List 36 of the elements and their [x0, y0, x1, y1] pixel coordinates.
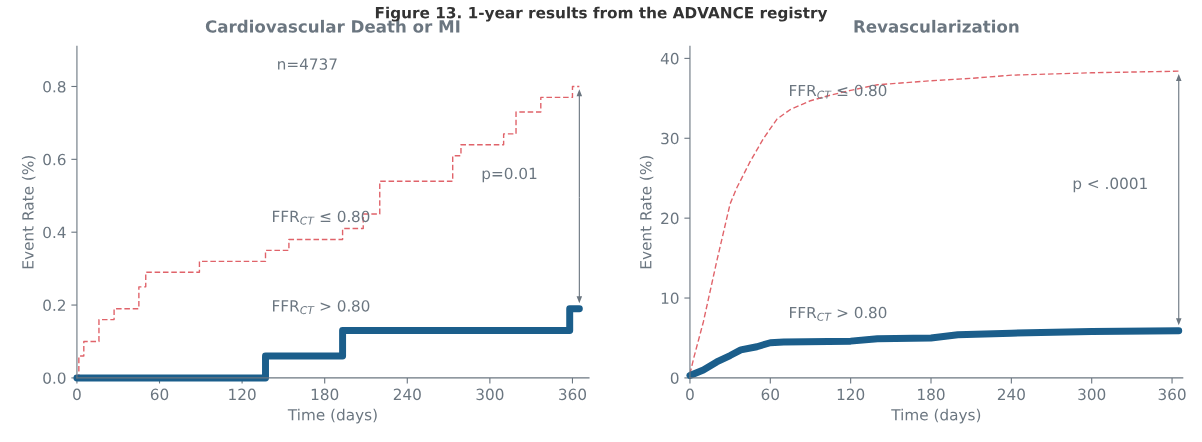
x-tick-label: 120 [229, 388, 256, 401]
y-tick-label: 0.8 [43, 80, 66, 93]
x-axis-title: Time (days) [287, 408, 377, 424]
y-tick-label: 0 [670, 372, 679, 384]
chart-title: Revascularization [854, 19, 1019, 33]
y-axis-title: Event Rate (%) [21, 156, 36, 269]
x-tick-label: 240 [997, 388, 1025, 401]
x-tick-label: 240 [393, 388, 421, 401]
annotation: p < .0001 [1073, 177, 1147, 193]
y-axis-title: Event Rate (%) [639, 156, 654, 269]
annotation: p=0.01 [482, 167, 537, 183]
series-label: FFR$_{CT}$ > 0.80 [790, 306, 887, 321]
y-tick-label: 10 [661, 292, 679, 305]
x-axis-title: Time (days) [891, 408, 981, 424]
series-label: FFR$_{CT}$ ≤ 0.80 [790, 84, 887, 99]
y-tick-label: 40 [660, 52, 679, 65]
y-tick-label: 0.6 [43, 153, 66, 166]
x-tick-label: 0 [686, 388, 694, 401]
y-tick-label: 20 [661, 212, 679, 225]
x-tick-label: 120 [837, 388, 865, 401]
x-tick-label: 60 [761, 388, 779, 401]
x-tick-label: 300 [1078, 388, 1106, 401]
x-tick-label: 180 [918, 388, 945, 401]
x-tick-label: 360 [1158, 388, 1186, 401]
series-label: FFR$_{CT}$ ≤ 0.80 [273, 210, 370, 225]
y-tick-label: 0.2 [43, 299, 65, 312]
x-tick-label: 300 [476, 388, 504, 401]
y-tick-label: 0.4 [43, 226, 66, 239]
x-tick-label: 60 [150, 388, 169, 401]
series-label: FFR$_{CT}$ > 0.80 [273, 300, 370, 315]
annotation: n=4737 [278, 58, 337, 70]
y-tick-label: 0.0 [43, 372, 66, 384]
x-tick-label: 0 [73, 388, 81, 401]
x-tick-label: 360 [559, 388, 587, 401]
x-tick-label: 180 [311, 388, 339, 401]
y-tick-label: 30 [661, 132, 679, 145]
